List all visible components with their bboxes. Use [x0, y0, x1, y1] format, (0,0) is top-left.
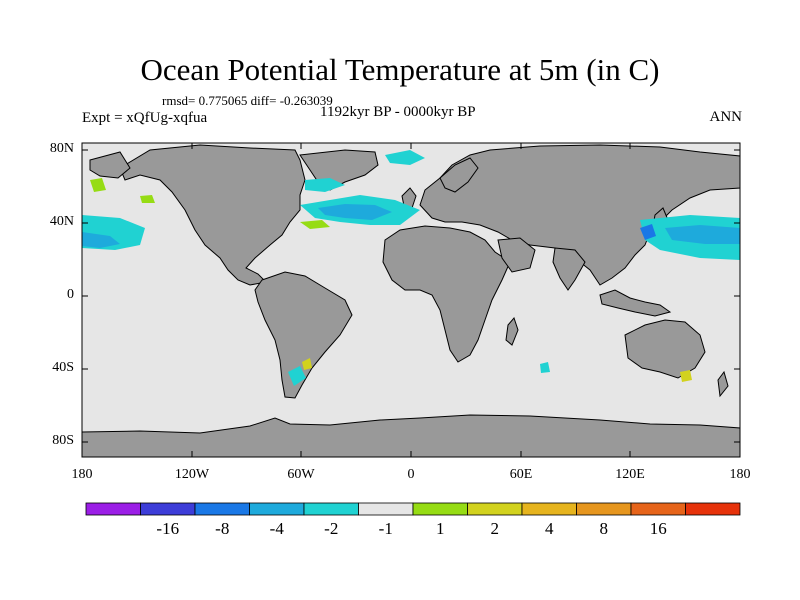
colorbar-label: 16: [649, 519, 667, 538]
lon-label-180e: 180: [729, 467, 751, 482]
colorbar-label: 2: [490, 519, 500, 538]
colorbar-label: 1: [436, 519, 445, 538]
land-arabia: [497, 237, 536, 273]
lon-label-120e: 120E: [615, 467, 645, 482]
anomaly-japan-darkblue: [640, 224, 656, 240]
colorbar-label: -8: [215, 519, 230, 538]
colorbar-swatch: [685, 502, 741, 516]
land-north-america: [119, 144, 306, 286]
anomaly-patagonia-yellow: [302, 358, 312, 370]
lat-label-80n: 80N: [49, 141, 74, 156]
colorbar-swatch: [576, 502, 632, 516]
anomaly-south-atlantic-cyan: [288, 366, 306, 386]
lon-label-60e: 60E: [509, 467, 533, 482]
season-label: ANN: [709, 109, 743, 125]
anomaly-australia-yellow: [680, 370, 692, 382]
anomaly-labrador-cyan: [305, 178, 345, 192]
colorbar-label: 4: [545, 519, 554, 538]
anomaly-pacific-green: [140, 195, 155, 203]
lon-label-60w: 60W: [287, 467, 315, 482]
land-australia: [624, 319, 706, 379]
lat-label-40n: 40N: [49, 214, 74, 229]
time-period-label: 1192kyr BP - 0000kyr BP: [320, 104, 476, 120]
land-south-america: [254, 271, 353, 399]
anomaly-indian-ocean-cyan: [540, 362, 550, 373]
anomaly-atlantic-green: [300, 220, 330, 229]
colorbar-swatch: [249, 502, 305, 516]
anomaly-north-atlantic-blue: [318, 204, 392, 220]
lat-label-0: 0: [67, 287, 74, 302]
anomaly-kuroshio-blue: [665, 225, 740, 244]
colorbar-label: -16: [156, 519, 180, 538]
land-alaska: [89, 151, 131, 179]
figure-title: Ocean Potential Temperature at 5m (in C): [140, 52, 660, 87]
lat-label-80s: 80S: [52, 433, 74, 448]
colorbar-swatch: [303, 502, 359, 516]
colorbar-label: -1: [378, 519, 393, 538]
colorbar-label: -4: [269, 519, 284, 538]
colorbar-label: -2: [324, 519, 339, 538]
rmsd-diff-stats: rmsd= 0.775065 diff= -0.263039: [162, 93, 333, 108]
colorbar-swatch: [85, 502, 141, 516]
colorbar-swatch: [521, 502, 577, 516]
colorbar-label: 8: [599, 519, 609, 538]
land-africa: [382, 225, 511, 363]
lon-label-120w: 120W: [174, 467, 210, 482]
colorbar-swatch: [194, 502, 250, 516]
colorbar-swatch: [412, 502, 468, 516]
experiment-label: Expt = xQfUg-xqfua: [82, 110, 208, 126]
lon-label-180w: 180: [71, 467, 93, 482]
anomaly-bering-green: [90, 178, 106, 192]
colorbar-swatch: [630, 502, 686, 516]
lon-label-0: 0: [407, 467, 415, 482]
lat-label-40s: 40S: [52, 360, 74, 375]
colorbar-swatch: [467, 502, 523, 516]
colorbar: [85, 502, 741, 516]
land-scandinavia: [439, 157, 479, 193]
land-india: [552, 247, 586, 291]
land-maritime-se-asia: [599, 289, 672, 317]
colorbar-swatch: [140, 502, 196, 516]
colorbar-swatch: [358, 502, 414, 516]
anomaly-north-pacific-west-blue: [82, 232, 120, 248]
anomaly-nordic-cyan: [385, 150, 425, 165]
land-madagascar: [505, 317, 519, 346]
land-new-zealand: [717, 370, 729, 398]
